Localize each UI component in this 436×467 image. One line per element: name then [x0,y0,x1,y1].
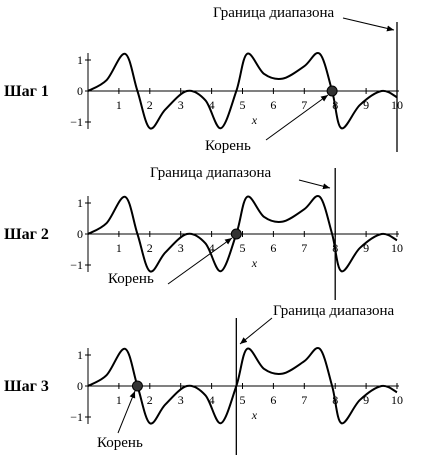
root-arrow [167,237,233,285]
root-arrow [265,94,329,141]
boundary-label: Граница диапазона [213,5,335,21]
root-label: Корень [108,271,154,287]
x-tick-label: 1 [116,98,122,112]
y-tick-label: −1 [70,410,83,424]
x-tick-label: 4 [209,98,215,112]
x-axis-label: x [251,408,258,422]
x-tick-label: 10 [391,241,403,255]
y-tick-label: 0 [77,84,83,98]
x-tick-label: 9 [363,98,369,112]
boundary-arrow [298,179,331,190]
boundary-label: Граница диапазона [150,165,272,181]
step-label: Шаг 2 [4,226,49,243]
x-tick-label: 2 [147,241,153,255]
step-label: Шаг 1 [4,83,49,100]
y-tick-label: −1 [70,258,83,272]
x-tick-label: 6 [270,393,276,407]
y-tick-label: 1 [77,348,83,362]
x-tick-label: 7 [301,241,307,255]
x-tick-label: 7 [301,393,307,407]
y-tick-label: 0 [77,227,83,241]
x-tick-label: 3 [178,393,184,407]
y-tick-label: 1 [77,196,83,210]
root-point [131,380,143,392]
x-tick-label: 4 [209,393,215,407]
x-tick-label: 5 [240,393,246,407]
root-point [230,228,242,240]
root-arrow [117,390,136,434]
root-label: Корень [97,435,143,451]
boundary-arrow [239,317,273,345]
x-tick-label: 9 [363,393,369,407]
x-tick-label: 4 [209,241,215,255]
boundary-label: Граница диапазона [273,303,395,319]
root-point [326,85,338,97]
x-tick-label: 9 [363,241,369,255]
x-tick-label: 3 [178,98,184,112]
y-tick-label: 0 [77,379,83,393]
x-tick-label: 6 [270,98,276,112]
x-tick-label: 7 [301,98,307,112]
x-tick-label: 5 [240,241,246,255]
x-tick-label: 2 [147,98,153,112]
curve [87,194,398,273]
x-tick-label: 3 [178,241,184,255]
boundary-arrow [342,17,395,32]
root-label: Корень [205,138,251,154]
step-label: Шаг 3 [4,378,49,395]
y-tick-label: −1 [70,115,83,129]
curve [87,51,398,130]
x-tick-label: 10 [391,393,403,407]
x-tick-label: 1 [116,393,122,407]
x-axis-label: x [251,256,258,270]
x-tick-label: 5 [240,98,246,112]
y-tick-label: 1 [77,53,83,67]
x-tick-label: 1 [116,241,122,255]
x-tick-label: 6 [270,241,276,255]
x-tick-label: 2 [147,393,153,407]
x-axis-label: x [251,113,258,127]
